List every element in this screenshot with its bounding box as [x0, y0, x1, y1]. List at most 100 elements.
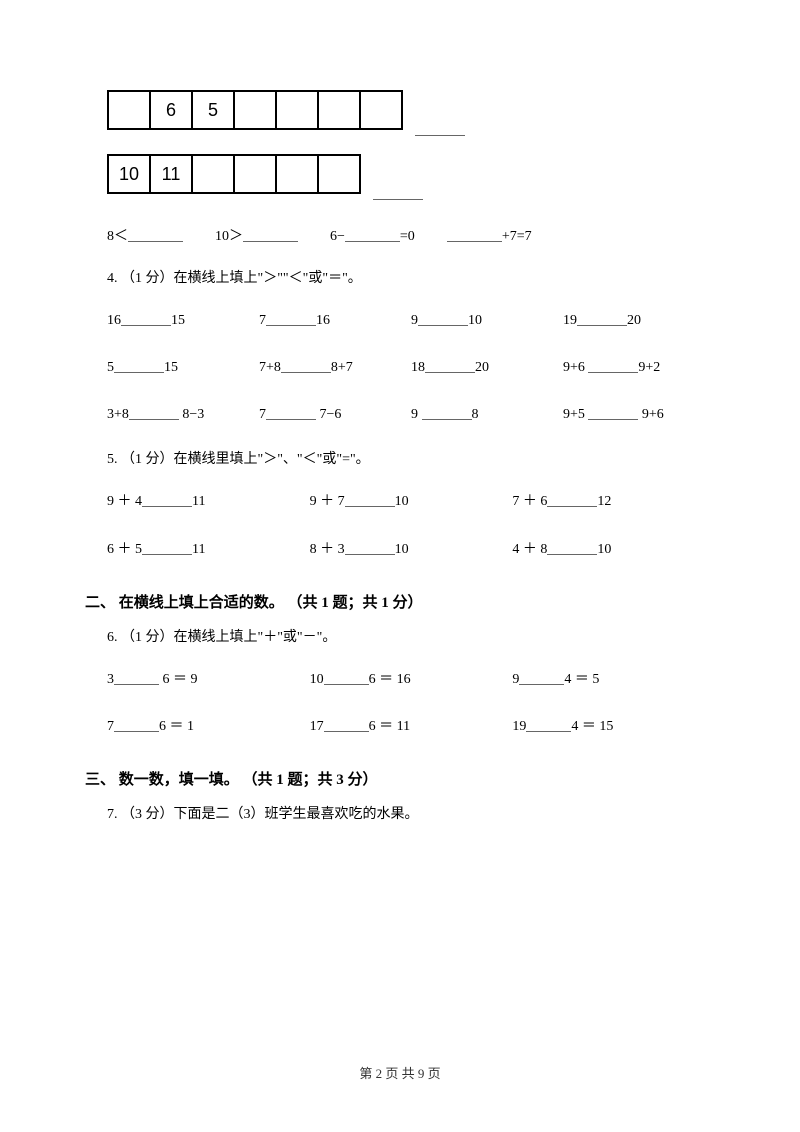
compare-item: 194 ＝ 15 — [512, 707, 715, 746]
left-text: 9 — [512, 672, 519, 687]
compare-row: 3 6 ＝ 9106 ＝ 1694 ＝ 5 — [107, 660, 715, 699]
answer-blank[interactable] — [425, 359, 475, 373]
compare-item: 7 7−6 — [259, 395, 411, 434]
q3-item-d: +7=7 — [447, 222, 532, 253]
compare-item: 94 ＝ 5 — [512, 660, 715, 699]
answer-blank[interactable] — [266, 312, 316, 326]
compare-item: 10 6 ＝ 16 — [310, 660, 513, 699]
left-text: 10 — [310, 672, 324, 687]
right-text: 6 ＝ 1 — [159, 719, 194, 734]
answer-blank[interactable] — [243, 228, 298, 242]
answer-blank[interactable] — [422, 406, 472, 420]
answer-blank[interactable] — [345, 228, 400, 242]
answer-blank[interactable] — [266, 406, 316, 420]
text: 10＞ — [215, 229, 243, 244]
left-text: 7 — [259, 407, 266, 422]
answer-blank[interactable] — [281, 359, 331, 373]
answer-blank[interactable] — [114, 671, 159, 685]
table-cell — [107, 90, 151, 130]
answer-blank[interactable] — [142, 541, 192, 555]
answer-blank[interactable] — [588, 359, 638, 373]
left-text: 3+8 — [107, 407, 129, 422]
left-text: 7+8 — [259, 360, 281, 375]
right-text: 15 — [164, 360, 178, 375]
answer-blank[interactable] — [519, 671, 564, 685]
text: 6− — [330, 229, 345, 244]
answer-blank[interactable] — [129, 406, 179, 420]
answer-blank[interactable] — [526, 718, 571, 732]
q6-rows: 3 6 ＝ 9106 ＝ 1694 ＝ 576 ＝ 1176 ＝ 11194 ＝… — [85, 660, 715, 746]
right-text: 15 — [171, 313, 185, 328]
answer-blank[interactable] — [114, 718, 159, 732]
left-text: 9 ＋ 7 — [310, 494, 345, 509]
right-text: 9+6 — [638, 407, 663, 422]
table-cell: 11 — [149, 154, 193, 194]
compare-item: 9 ＋ 411 — [107, 482, 310, 521]
left-text: 7 — [259, 313, 266, 328]
q5-rows: 9 ＋ 4119 ＋ 7107 ＋ 6126 ＋ 5118 ＋ 3104 ＋ 8… — [85, 482, 715, 568]
page-footer: 第 2 页 共 9 页 — [0, 1063, 800, 1082]
left-text: 4 ＋ 8 — [512, 542, 547, 557]
table-cell — [317, 90, 361, 130]
number-table-2: 10 11 — [85, 154, 715, 200]
answer-blank[interactable] — [121, 312, 171, 326]
right-text: 7−6 — [316, 407, 341, 422]
left-text: 7 ＋ 6 — [512, 494, 547, 509]
right-text: 10 — [395, 542, 409, 557]
compare-item: 7 ＋ 612 — [512, 482, 715, 521]
compare-row: 16157169101920 — [107, 301, 715, 340]
right-text: 6 ＝ 11 — [369, 719, 410, 734]
answer-blank[interactable] — [588, 406, 638, 420]
text: +7=7 — [502, 229, 532, 244]
table-cell — [191, 154, 235, 194]
answer-blank[interactable] — [577, 312, 627, 326]
text: =0 — [400, 229, 415, 244]
table-cell: 6 — [149, 90, 193, 130]
answer-blank[interactable] — [114, 359, 164, 373]
answer-blank[interactable] — [128, 228, 183, 242]
compare-item: 9+5 9+6 — [563, 395, 715, 434]
answer-blank[interactable] — [345, 541, 395, 555]
right-text: 9+2 — [638, 360, 660, 375]
answer-blank[interactable] — [418, 312, 468, 326]
right-text: 6 ＝ 16 — [369, 672, 411, 687]
table-cell — [275, 154, 319, 194]
compare-item: 8 ＋ 3 10 — [310, 530, 513, 569]
left-text: 17 — [310, 719, 324, 734]
compare-item: 9 ＋ 710 — [310, 482, 513, 521]
compare-item: 6 ＋ 5 11 — [107, 530, 310, 569]
left-text: 3 — [107, 672, 114, 687]
right-text: 8+7 — [331, 360, 353, 375]
q6-title: 6. （1 分）在横线上填上"＋"或"－"。 — [107, 626, 715, 646]
answer-blank[interactable] — [345, 493, 395, 507]
right-text: 11 — [192, 542, 205, 557]
answer-blank[interactable] — [324, 718, 369, 732]
answer-blank[interactable] — [142, 493, 192, 507]
left-text: 19 — [563, 313, 577, 328]
answer-blank[interactable] — [547, 541, 597, 555]
answer-blank[interactable] — [373, 199, 423, 200]
number-table-1: 6 5 — [85, 90, 715, 136]
left-text: 6 ＋ 5 — [107, 542, 142, 557]
table-cell — [275, 90, 319, 130]
left-text: 7 — [107, 719, 114, 734]
right-text: 11 — [192, 494, 205, 509]
compare-row: 9 ＋ 4119 ＋ 7107 ＋ 612 — [107, 482, 715, 521]
left-text: 8 ＋ 3 — [310, 542, 345, 557]
right-text: 20 — [475, 360, 489, 375]
table-1-cells: 6 5 — [107, 90, 403, 130]
compare-item: 1615 — [107, 301, 259, 340]
text: 8＜ — [107, 229, 128, 244]
answer-blank[interactable] — [324, 671, 369, 685]
compare-row: 7 6 ＝ 1 17 6 ＝ 11 194 ＝ 15 — [107, 707, 715, 746]
q4-rows: 161571691019205157+88+718209+6 9+23+8 8−… — [85, 301, 715, 435]
compare-item: 3+8 8−3 — [107, 395, 259, 434]
right-text: 20 — [627, 313, 641, 328]
answer-blank[interactable] — [447, 228, 502, 242]
right-text: 10 — [597, 542, 611, 557]
left-text: 9 — [411, 407, 422, 422]
compare-row: 3+8 8−37 7−69 89+5 9+6 — [107, 395, 715, 434]
answer-blank[interactable] — [547, 493, 597, 507]
compare-item: 910 — [411, 301, 563, 340]
answer-blank[interactable] — [415, 135, 465, 136]
